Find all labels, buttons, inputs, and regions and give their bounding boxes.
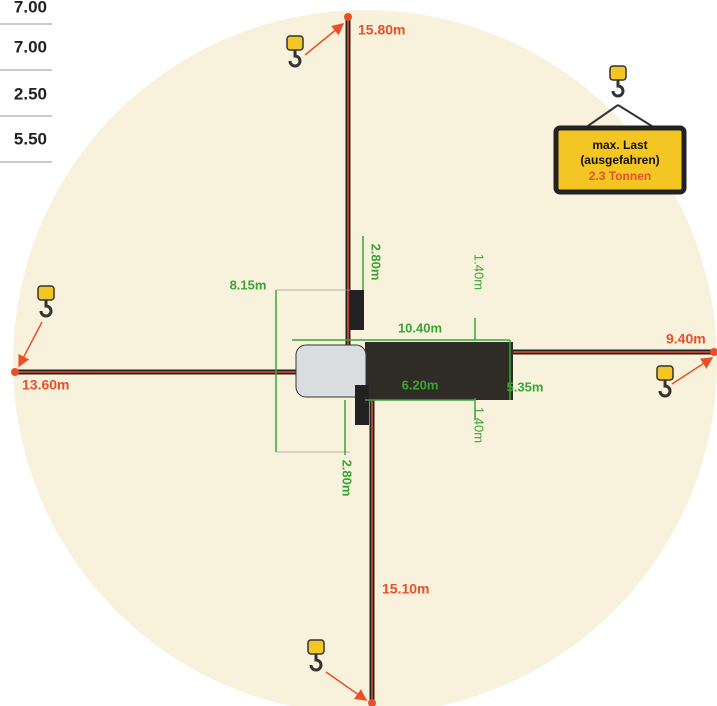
sign-load: 2.3 Tonnen [589,169,651,183]
dim-label: 2.80m [369,244,384,281]
dim-label: 2.80m [340,460,355,497]
dim-label: 1.40m [472,407,487,443]
dimension-labels: 2.80m 8.15m 10.40m 1.40m 6.20m 5.35m 1.4… [230,244,544,497]
booms [11,13,717,706]
boom-label: 13.60m [22,377,69,393]
dim-label: 1.40m [472,254,487,290]
dim-label: 10.40m [398,320,442,335]
sign-text: max. Last [592,138,647,152]
spec-table: 7.00 7.00 2.50 5.50 [0,0,52,163]
dim-label: 6.20m [402,377,439,392]
table-value: 7.00 [14,0,47,16]
sign-text: (ausgefahren) [580,153,659,167]
table-value: 7.00 [14,37,47,56]
dim-label: 5.35m [507,379,544,394]
dim-label: 8.15m [230,277,267,292]
boom-labels: 15.80m 9.40m 13.60m 15.10m [22,22,706,597]
boom-label: 15.10m [382,581,429,597]
boom-label: 15.80m [358,22,405,38]
boom-label: 9.40m [666,331,706,347]
table-value: 2.50 [14,84,47,103]
dimension-lines [275,236,511,455]
hooks [18,23,714,701]
truck [295,290,513,425]
load-sign: max. Last (ausgefahren) 2.3 Tonnen [553,104,687,195]
table-value: 5.50 [14,129,47,148]
